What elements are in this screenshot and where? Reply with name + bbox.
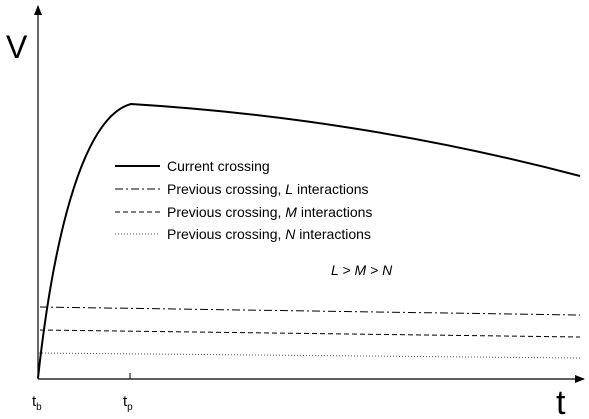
legend-entry: Current crossing xyxy=(167,158,270,174)
y-axis-label: V xyxy=(6,29,28,65)
legend-entry: Previous crossing, N interactions xyxy=(167,226,371,242)
curve-l xyxy=(39,306,581,316)
text-part: b xyxy=(36,402,42,413)
annotation: L > M > N xyxy=(331,262,393,278)
x-axis-label: t xyxy=(556,384,566,419)
legend-entry: Previous crossing, L interactions xyxy=(167,181,369,197)
curve-m xyxy=(39,329,581,338)
text-part: t xyxy=(32,393,37,410)
text-part: interactions xyxy=(293,181,368,197)
tick-label: tb xyxy=(32,393,42,413)
text-part: Previous crossing, xyxy=(167,226,285,242)
text-part: M xyxy=(285,204,297,220)
text-part: interactions xyxy=(295,226,370,242)
legend-entry: Previous crossing, M interactions xyxy=(167,204,372,220)
tick-label: tp xyxy=(123,393,133,413)
text-part: Previous crossing, xyxy=(167,204,285,220)
text-part: N xyxy=(285,226,296,242)
text-part: L xyxy=(285,181,293,197)
text-part: interactions xyxy=(297,204,372,220)
text-part: t xyxy=(123,393,128,410)
curve-n xyxy=(38,352,581,359)
text-part: p xyxy=(127,402,133,413)
text-part: Previous crossing, xyxy=(167,181,285,197)
curve-current xyxy=(37,102,581,379)
